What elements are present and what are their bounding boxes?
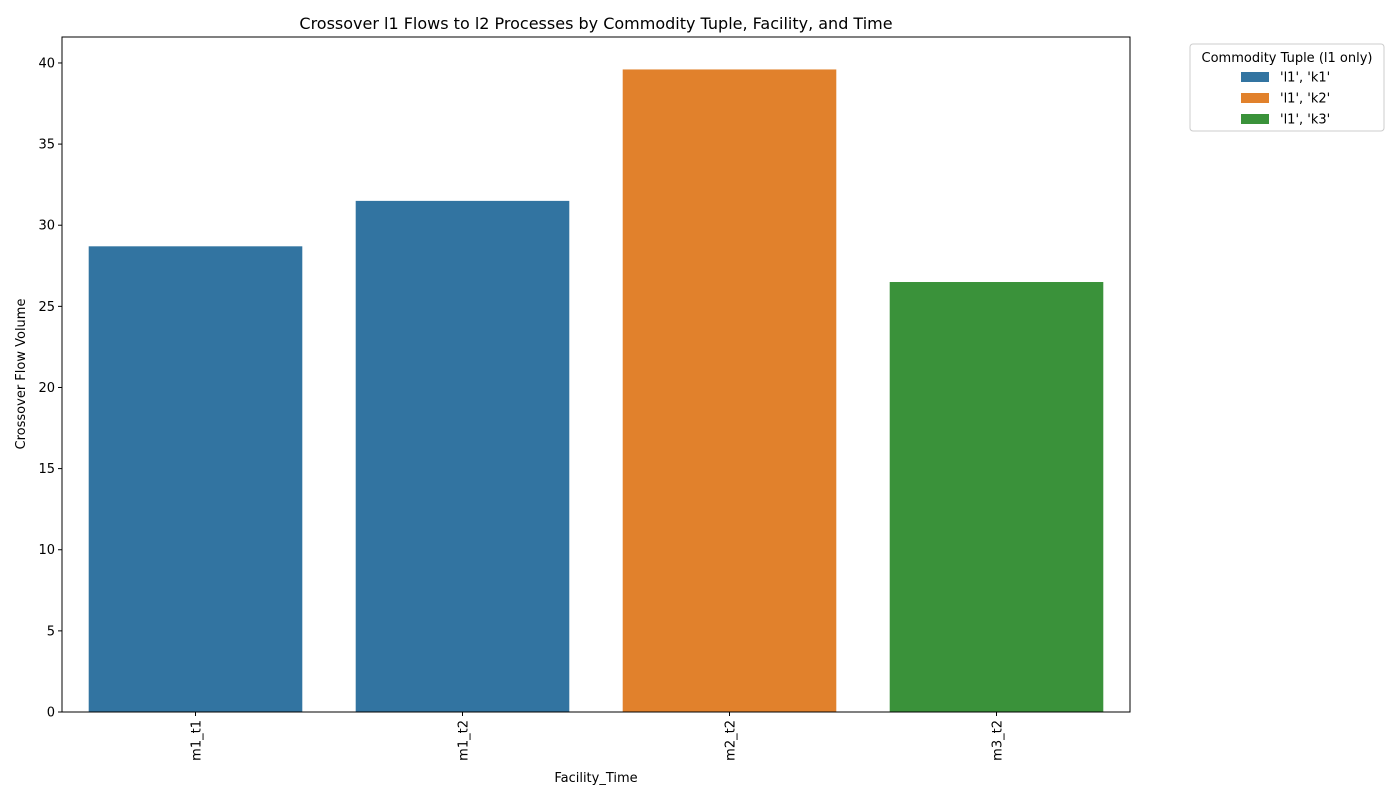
legend-entries: 'l1', 'k1' 'l1', 'k2' 'l1', 'k3' [1241, 71, 1330, 128]
x-axis: m1_t1 m1_t2 m2_t2 m3_t2 [190, 712, 1006, 761]
x-tick-label: m3_t2 [991, 720, 1006, 761]
legend-swatch [1241, 114, 1269, 124]
x-tick-label: m1_t2 [457, 720, 472, 761]
chart-title: Crossover l1 Flows to l2 Processes by Co… [299, 14, 892, 33]
y-tick-label: 10 [38, 543, 55, 558]
y-tick-label: 25 [38, 300, 55, 315]
legend-title: Commodity Tuple (l1 only) [1202, 51, 1373, 66]
y-tick-label: 5 [47, 624, 55, 639]
y-tick-label: 40 [38, 56, 55, 71]
bar-m1_t2 [355, 200, 570, 713]
bars-layer [88, 69, 1104, 713]
y-tick-label: 35 [38, 138, 55, 153]
legend-label: 'l1', 'k2' [1280, 92, 1330, 107]
legend-frame [1189, 43, 1385, 132]
y-tick-label: 30 [38, 219, 55, 234]
x-tick-label: m1_t1 [190, 720, 205, 761]
legend-label: 'l1', 'k1' [1280, 71, 1330, 86]
bar-m3_t2 [889, 282, 1104, 712]
legend-swatch [1241, 93, 1269, 103]
bar-m2_t2 [622, 69, 837, 713]
y-axis-label: Crossover Flow Volume [14, 299, 29, 450]
y-axis: 0 5 10 15 20 25 30 35 40 [38, 56, 62, 721]
y-tick-label: 20 [38, 381, 55, 396]
y-tick-label: 15 [38, 462, 55, 477]
x-axis-label: Facility_Time [554, 771, 637, 786]
y-tick-label: 0 [47, 706, 55, 721]
legend-label: 'l1', 'k3' [1280, 113, 1330, 128]
bar-m1_t1 [88, 246, 303, 712]
plot-frame [61, 36, 1131, 713]
legend-swatch [1241, 72, 1269, 82]
x-tick-label: m2_t2 [724, 720, 739, 761]
legend: Commodity Tuple (l1 only) 'l1', 'k1''l1'… [1189, 43, 1385, 132]
